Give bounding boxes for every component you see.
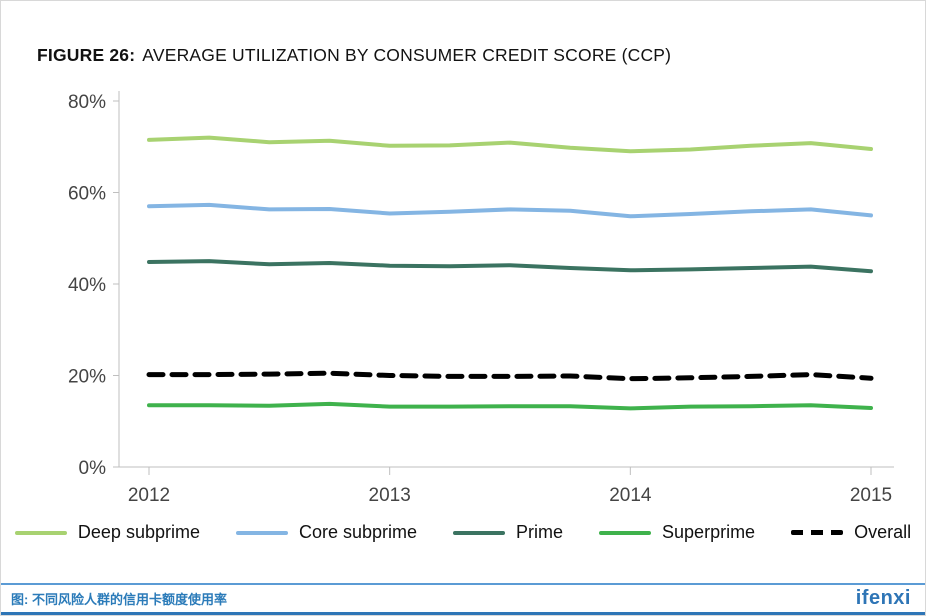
- ifenxi-logo: ifenxi: [855, 587, 911, 609]
- chart-svg: 0% 20% 40% 60% 80% 2012 2013 2014 2015: [68, 91, 894, 506]
- legend-item-deep-subprime: Deep subprime: [14, 522, 200, 543]
- figure-number: FIGURE 26:: [37, 45, 136, 65]
- legend-label-deep-subprime: Deep subprime: [77, 522, 200, 542]
- legend-swatch-overall: [791, 530, 844, 535]
- x-axis-label: 2013: [369, 485, 411, 506]
- legend-item-core-subprime: Core subprime: [235, 522, 418, 543]
- legend-item-prime: Prime: [453, 522, 563, 543]
- legend-item-superprime: Superprime: [599, 522, 755, 543]
- series-line-core-subprime: [147, 202, 873, 219]
- series-line-overall: [146, 370, 874, 382]
- legend-swatch-prime: [453, 530, 506, 535]
- y-axis-label: 80%: [68, 92, 106, 113]
- legend-label-prime: Prime: [516, 522, 564, 542]
- chart-legend: Deep subprime Core subprime Prime Superprim…: [1, 522, 925, 543]
- y-axis-label: 40%: [68, 275, 106, 296]
- series-line-prime: [147, 259, 873, 274]
- figure-heading: AVERAGE UTILIZATION BY CONSUMER CREDIT S…: [142, 45, 672, 65]
- x-axis-label: 2012: [128, 485, 170, 506]
- x-axis-label: 2015: [850, 485, 892, 506]
- y-axis-label: 0%: [79, 458, 107, 479]
- legend-swatch-core-subprime: [235, 530, 288, 535]
- series-line-deep-subprime: [147, 135, 873, 154]
- legend-label-superprime: Superprime: [662, 522, 756, 542]
- figure-caption: 图: 不同风险人群的信用卡额度使用率: [11, 592, 227, 607]
- figure-title: FIGURE 26: AVERAGE UTILIZATION BY CONSUME…: [37, 45, 671, 66]
- legend-item-overall: Overall: [791, 522, 911, 543]
- legend-label-overall: Overall: [854, 522, 912, 542]
- x-axis-label: 2014: [609, 485, 652, 506]
- series-line-superprime: [147, 401, 873, 411]
- legend-label-core-subprime: Core subprime: [298, 522, 418, 542]
- y-axis-label: 60%: [68, 184, 106, 205]
- legend-swatch-superprime: [599, 530, 652, 535]
- footer: 图: 不同风险人群的信用卡额度使用率 ifenxi: [1, 583, 925, 615]
- legend-swatch-deep-subprime: [14, 530, 67, 535]
- y-axis-label: 20%: [68, 367, 106, 388]
